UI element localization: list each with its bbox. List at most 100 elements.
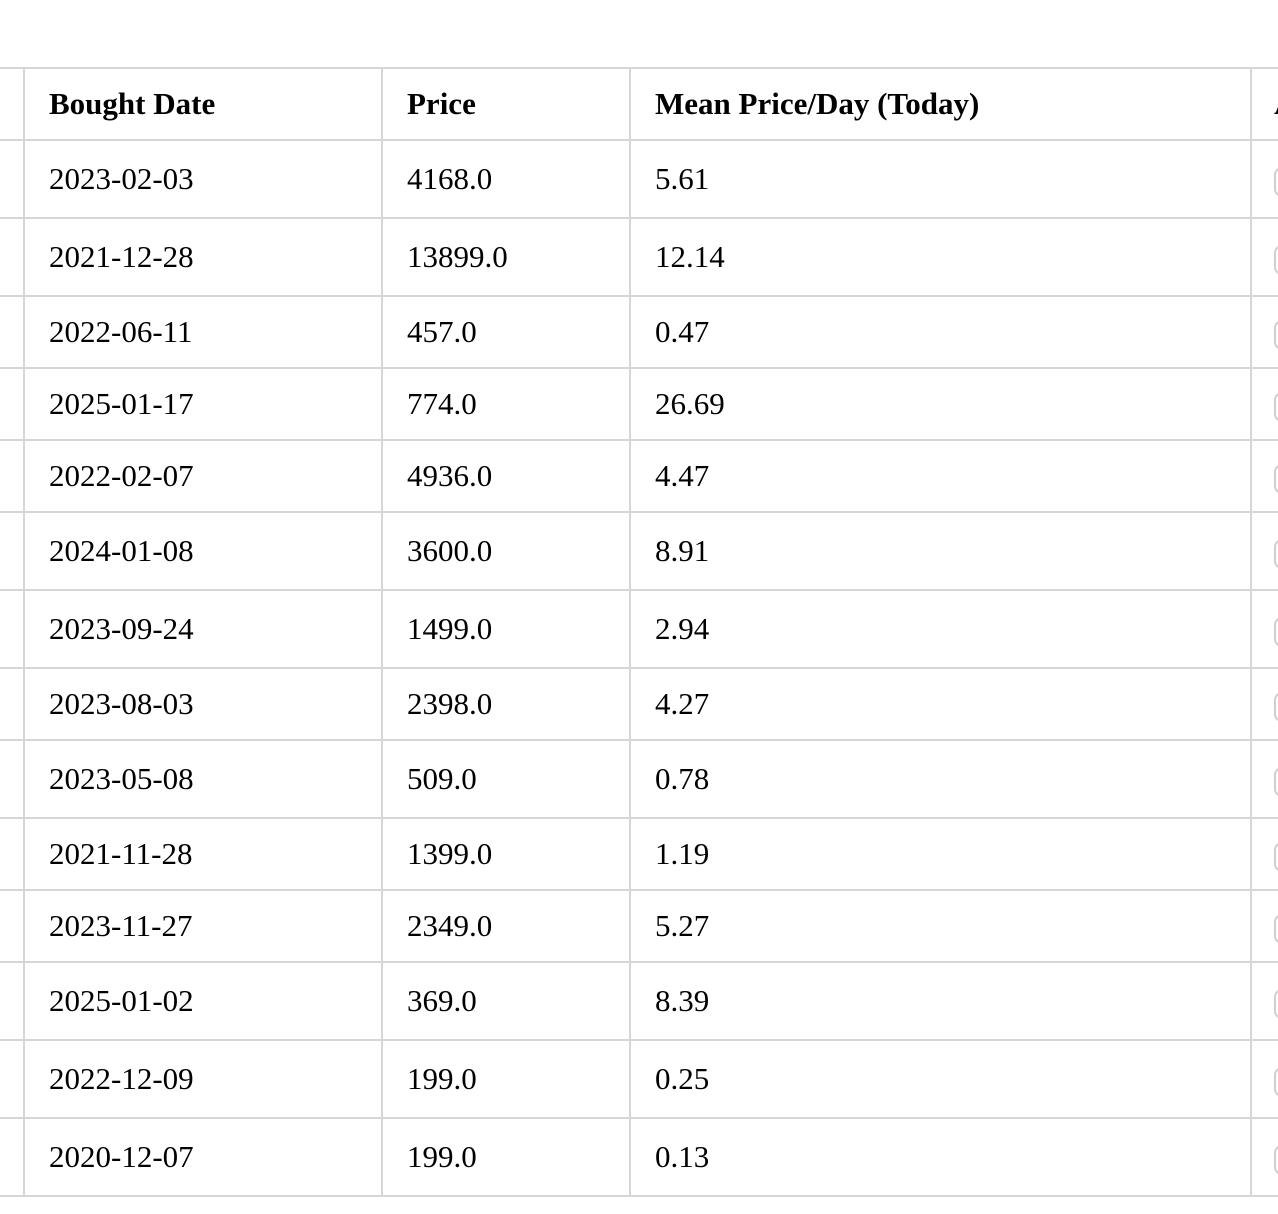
table-row: 2023-09-24 1499.0 2.94 — [0, 589, 1278, 669]
cell-price: 13899.0 — [381, 217, 631, 297]
row-action-button[interactable] — [1274, 616, 1278, 647]
cell-price: 4168.0 — [381, 139, 631, 219]
header-action-label: A — [1274, 86, 1278, 121]
cell-bought-date: 2023-08-03 — [23, 667, 383, 741]
cell-bought-date: 2023-05-08 — [23, 739, 383, 819]
row-action-button[interactable] — [1274, 244, 1278, 275]
cell-action — [1250, 817, 1278, 891]
row-action-button[interactable] — [1274, 166, 1278, 197]
cell-bought-date: 2021-12-28 — [23, 217, 383, 297]
cell-bought-date: 2021-11-28 — [23, 817, 383, 891]
table-row: 2021-12-28 13899.0 12.14 — [0, 217, 1278, 297]
row-leading-cell — [0, 817, 25, 891]
row-leading-cell — [0, 511, 25, 591]
row-action-button[interactable] — [1274, 766, 1278, 797]
row-action-button[interactable] — [1274, 913, 1278, 944]
cell-action — [1250, 217, 1278, 297]
cell-bought-date: 2023-02-03 — [23, 139, 383, 219]
cell-action — [1250, 367, 1278, 441]
cell-action — [1250, 439, 1278, 513]
header-action: A — [1250, 67, 1278, 141]
table-row: 2023-08-03 2398.0 4.27 — [0, 667, 1278, 741]
cell-mean-price-day: 8.91 — [629, 511, 1252, 591]
cell-bought-date: 2024-01-08 — [23, 511, 383, 591]
row-action-button[interactable] — [1274, 463, 1278, 494]
cell-bought-date: 2020-12-07 — [23, 1117, 383, 1197]
row-leading-cell — [0, 739, 25, 819]
row-leading-cell — [0, 367, 25, 441]
cell-price: 369.0 — [381, 961, 631, 1041]
cell-bought-date: 2022-06-11 — [23, 295, 383, 369]
table-body: 2023-02-03 4168.0 5.61 2021-12-28 13899.0 12.… — [0, 139, 1278, 1197]
cell-mean-price-day: 0.78 — [629, 739, 1252, 819]
cell-mean-price-day: 12.14 — [629, 217, 1252, 297]
row-action-button[interactable] — [1274, 691, 1278, 722]
cell-action — [1250, 139, 1278, 219]
cell-bought-date: 2022-02-07 — [23, 439, 383, 513]
header-mean-price-day[interactable]: Mean Price/Day (Today) — [629, 67, 1252, 141]
row-leading-cell — [0, 295, 25, 369]
row-leading-cell — [0, 217, 25, 297]
cell-bought-date: 2025-01-17 — [23, 367, 383, 441]
row-leading-cell — [0, 439, 25, 513]
cell-bought-date: 2025-01-02 — [23, 961, 383, 1041]
cell-price: 3600.0 — [381, 511, 631, 591]
table-row: 2025-01-02 369.0 8.39 — [0, 961, 1278, 1041]
cell-price: 1399.0 — [381, 817, 631, 891]
cell-action — [1250, 1039, 1278, 1119]
table-row: 2023-05-08 509.0 0.78 — [0, 739, 1278, 819]
table-row: 2020-12-07 199.0 0.13 — [0, 1117, 1278, 1197]
header-price[interactable]: Price — [381, 67, 631, 141]
table-row: 2022-02-07 4936.0 4.47 — [0, 439, 1278, 513]
row-leading-cell — [0, 1039, 25, 1119]
cell-mean-price-day: 0.47 — [629, 295, 1252, 369]
cell-mean-price-day: 4.27 — [629, 667, 1252, 741]
cell-bought-date: 2022-12-09 — [23, 1039, 383, 1119]
row-action-button[interactable] — [1274, 1144, 1278, 1175]
cell-action — [1250, 667, 1278, 741]
row-action-button[interactable] — [1274, 841, 1278, 872]
cell-price: 199.0 — [381, 1039, 631, 1119]
table-row: 2021-11-28 1399.0 1.19 — [0, 817, 1278, 891]
row-action-button[interactable] — [1274, 391, 1278, 422]
cell-action — [1250, 1117, 1278, 1197]
items-table: Bought Date Price Mean Price/Day (Today)… — [0, 67, 1278, 1197]
table-row: 2022-06-11 457.0 0.47 — [0, 295, 1278, 369]
row-leading-cell — [0, 589, 25, 669]
cell-price: 509.0 — [381, 739, 631, 819]
row-leading-cell — [0, 889, 25, 963]
cell-action — [1250, 511, 1278, 591]
cell-mean-price-day: 2.94 — [629, 589, 1252, 669]
row-action-button[interactable] — [1274, 1066, 1278, 1097]
cell-mean-price-day: 0.13 — [629, 1117, 1252, 1197]
cell-price: 457.0 — [381, 295, 631, 369]
row-action-button[interactable] — [1274, 319, 1278, 350]
row-action-button[interactable] — [1274, 988, 1278, 1019]
cell-bought-date: 2023-11-27 — [23, 889, 383, 963]
cell-price: 4936.0 — [381, 439, 631, 513]
cell-mean-price-day: 5.27 — [629, 889, 1252, 963]
table-row: 2025-01-17 774.0 26.69 — [0, 367, 1278, 441]
table-row: 2023-11-27 2349.0 5.27 — [0, 889, 1278, 963]
cell-bought-date: 2023-09-24 — [23, 589, 383, 669]
row-leading-cell — [0, 961, 25, 1041]
cell-action — [1250, 739, 1278, 819]
row-leading-cell — [0, 667, 25, 741]
row-action-button[interactable] — [1274, 538, 1278, 569]
header-leading-cell — [0, 67, 25, 141]
table-header-row: Bought Date Price Mean Price/Day (Today)… — [0, 67, 1278, 141]
cell-action — [1250, 295, 1278, 369]
cell-mean-price-day: 4.47 — [629, 439, 1252, 513]
table-row: 2023-02-03 4168.0 5.61 — [0, 139, 1278, 219]
header-bought-date[interactable]: Bought Date — [23, 67, 383, 141]
row-leading-cell — [0, 1117, 25, 1197]
cell-price: 199.0 — [381, 1117, 631, 1197]
cell-price: 1499.0 — [381, 589, 631, 669]
cell-action — [1250, 889, 1278, 963]
cell-mean-price-day: 26.69 — [629, 367, 1252, 441]
items-table-container: Bought Date Price Mean Price/Day (Today)… — [0, 67, 1278, 1197]
cell-price: 2398.0 — [381, 667, 631, 741]
cell-action — [1250, 961, 1278, 1041]
table-row: 2022-12-09 199.0 0.25 — [0, 1039, 1278, 1119]
cell-mean-price-day: 1.19 — [629, 817, 1252, 891]
